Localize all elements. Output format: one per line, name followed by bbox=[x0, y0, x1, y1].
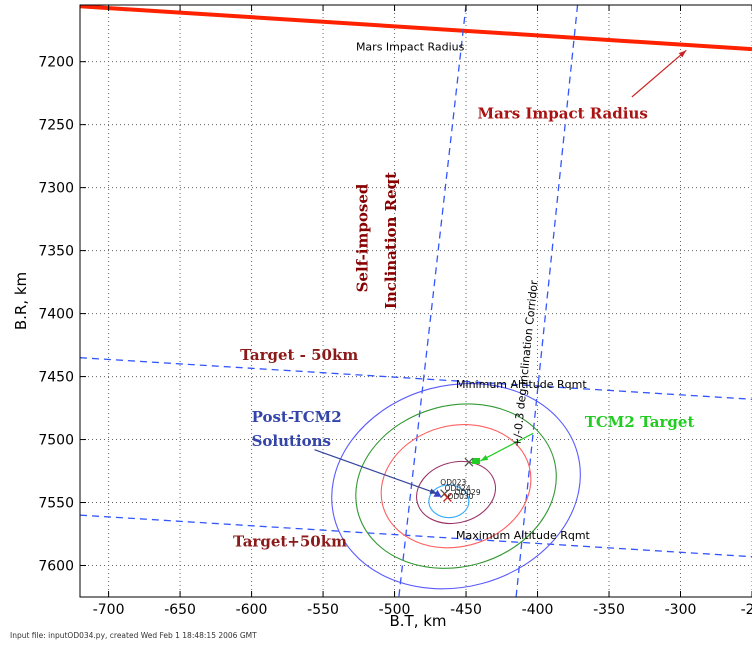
x-tick-label: -700 bbox=[93, 602, 125, 618]
y-tick-label: 7500 bbox=[38, 433, 74, 449]
tcm2-target-marker bbox=[472, 457, 481, 464]
x-tick-label: -300 bbox=[665, 602, 697, 618]
post-tcm2-solution-marker bbox=[433, 489, 442, 497]
covariance-ellipse bbox=[428, 484, 470, 519]
solution-label: OD024 bbox=[445, 484, 471, 493]
annotation-label: Solutions bbox=[252, 432, 331, 450]
annotation-label: Maximum Altitude Rqmt bbox=[456, 529, 591, 542]
annotation-arrow bbox=[631, 49, 687, 98]
y-axis-title: B.R, km bbox=[12, 272, 30, 330]
annotation-arrowhead bbox=[678, 50, 687, 58]
x-marker-red bbox=[442, 493, 452, 502]
target-plus-50-line bbox=[80, 514, 752, 558]
grid-lines bbox=[80, 5, 752, 597]
covariance-ellipse bbox=[380, 424, 532, 549]
y-tick-label: 7600 bbox=[38, 559, 74, 575]
annotation-label: Target - 50km bbox=[240, 346, 358, 364]
covariance-ellipse bbox=[331, 382, 581, 590]
x-tick-label: -550 bbox=[307, 602, 339, 618]
x-axis-title: B.T, km bbox=[389, 612, 446, 630]
self-imposed-inclination-line bbox=[398, 5, 467, 597]
solution-label: OD023 bbox=[440, 478, 466, 487]
inclination-corridor-line bbox=[515, 5, 579, 597]
solution-label: OD029 bbox=[455, 488, 481, 497]
annotation-arrow bbox=[480, 432, 534, 462]
y-tick-label: 7400 bbox=[38, 307, 74, 323]
annotation-label: Mars Impact Radius bbox=[477, 104, 647, 122]
plot-area bbox=[80, 5, 752, 597]
annotation-label: Target+50km bbox=[233, 533, 347, 551]
axis-ticks: -700 -650 -600 -550 -500 -450 -400 -350 -300 -25 7… bbox=[38, 5, 752, 618]
footer-input-file: Input file: inputOD034.py, created Wed F… bbox=[10, 631, 257, 640]
x-tick-label: -25 bbox=[741, 602, 752, 618]
x-tick-label: -500 bbox=[379, 602, 411, 618]
x-tick-label: -350 bbox=[593, 602, 625, 618]
y-tick-label: 7350 bbox=[38, 244, 74, 260]
y-tick-label: 7200 bbox=[38, 55, 74, 71]
y-tick-label: 7450 bbox=[38, 370, 74, 386]
covariance-ellipse bbox=[355, 403, 557, 569]
annotation-label: Post-TCM2 bbox=[252, 408, 342, 426]
annotation-label: Minimum Altitude Rqmt bbox=[456, 378, 587, 391]
annotation-label: TCM2 Target bbox=[585, 413, 695, 431]
covariance-ellipse bbox=[416, 460, 497, 524]
annotation-arrow bbox=[314, 449, 438, 495]
mars-impact-radius-line bbox=[80, 5, 752, 52]
y-tick-label: 7550 bbox=[38, 496, 74, 512]
y-tick-label: 7250 bbox=[38, 118, 74, 134]
plot-frame bbox=[79, 4, 752, 598]
solution-label: OD030 bbox=[447, 492, 473, 501]
x-marker-left bbox=[440, 489, 450, 499]
x-tick-label: -450 bbox=[450, 602, 482, 618]
x-tick-label: -600 bbox=[236, 602, 268, 618]
annotation-arrowhead bbox=[480, 455, 489, 461]
annotation-label: Inclination Reqt bbox=[382, 172, 400, 309]
annotation-label: Mars Impact Radius bbox=[356, 40, 465, 53]
y-tick-label: 7300 bbox=[38, 181, 74, 197]
x-marker-top bbox=[464, 457, 474, 467]
annotation-arrowhead bbox=[429, 488, 438, 494]
x-tick-label: -650 bbox=[164, 602, 196, 618]
annotation-label: Self-imposed bbox=[353, 183, 371, 292]
target-minus-50-line bbox=[80, 357, 752, 400]
x-tick-label: -400 bbox=[522, 602, 554, 618]
